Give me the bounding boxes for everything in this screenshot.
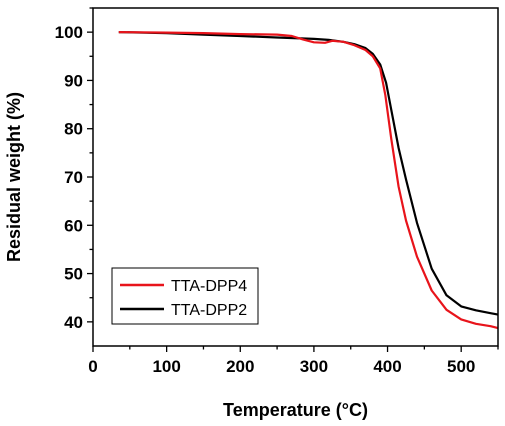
series-line-tta-dpp4	[118, 31, 499, 330]
axes: 0 100 200 300 400 500 40 50 60 70 80 90 100	[55, 7, 499, 376]
y-tick-label: 80	[64, 120, 83, 139]
y-tick-label: 100	[55, 23, 83, 42]
legend-box	[111, 267, 259, 325]
y-tick-label: 90	[64, 71, 83, 90]
y-axis-title: Residual weight (%)	[4, 92, 24, 262]
y-tick-label: 70	[64, 168, 83, 187]
x-tick-label: 200	[226, 357, 254, 376]
series-line-tta-dpp2	[118, 31, 499, 316]
x-axis-title: Temperature (°C)	[223, 400, 368, 420]
y-tick-label: 50	[64, 265, 83, 284]
y-tick-label: 40	[64, 313, 83, 332]
x-tick-label: 300	[300, 357, 328, 376]
legend-label: TTA-DPP4	[171, 278, 247, 295]
legend: TTA-DPP4 TTA-DPP2	[111, 267, 259, 325]
x-tick-label: 400	[373, 357, 401, 376]
x-tick-label: 0	[88, 357, 97, 376]
x-tick-label: 100	[152, 357, 180, 376]
y-tick-label: 60	[64, 216, 83, 235]
plot-area	[118, 31, 499, 330]
x-tick-label: 500	[447, 357, 475, 376]
legend-label: TTA-DPP2	[171, 302, 247, 319]
